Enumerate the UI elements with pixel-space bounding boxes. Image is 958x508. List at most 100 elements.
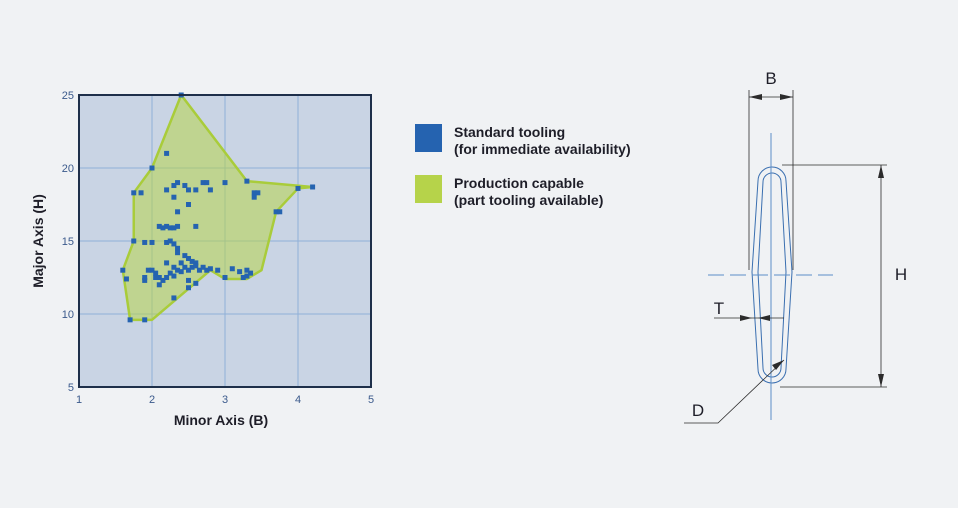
standard-tooling-point — [153, 270, 159, 276]
standard-tooling-point — [215, 267, 221, 273]
standard-tooling-point — [207, 187, 213, 193]
y-tick-label: 5 — [68, 382, 74, 394]
standard-tooling-point — [167, 225, 173, 231]
standard-tooling-point — [156, 223, 162, 229]
production-capable-region — [121, 93, 314, 322]
standard-tooling-point — [171, 241, 177, 247]
x-tick-label: 4 — [295, 394, 301, 406]
standard-tooling-point — [160, 277, 166, 283]
h-arrow-bottom — [878, 374, 884, 387]
standard-tooling-point — [229, 266, 235, 272]
standard-tooling-point — [127, 317, 133, 323]
standard-tooling-point — [244, 273, 250, 279]
d-leader-line — [684, 359, 785, 424]
standard-tooling-point — [142, 317, 148, 323]
y-tick-label: 25 — [62, 90, 74, 102]
standard-tooling-point — [251, 190, 257, 196]
standard-tooling-point — [164, 187, 170, 193]
standard-tooling-point — [193, 263, 199, 269]
y-tick-label: 15 — [62, 236, 74, 248]
legend-item-standard: Standard tooling (for immediate availabi… — [415, 124, 631, 158]
standard-tooling-point — [207, 266, 213, 272]
dimension-label-d: D — [692, 401, 704, 420]
dimension-label-h: H — [895, 265, 907, 284]
standard-tooling-point — [200, 264, 206, 270]
standard-tooling-point — [193, 223, 199, 229]
t-arrow-right — [758, 315, 770, 321]
standard-tooling-point — [186, 202, 191, 207]
standard-tooling-point — [175, 245, 181, 251]
chart-legend: Standard tooling (for immediate availabi… — [415, 124, 631, 226]
plot-frame — [78, 94, 372, 388]
standard-tooling-point — [120, 267, 126, 273]
x-tick-label: 5 — [368, 394, 374, 406]
standard-tooling-point — [222, 180, 228, 186]
standard-tooling-point — [131, 238, 137, 244]
standard-tooling-point — [142, 239, 148, 245]
x-tick-label: 2 — [149, 394, 155, 406]
standard-tooling-point — [273, 209, 279, 215]
standard-tooling-point — [196, 267, 202, 273]
legend-production-title: Production capable — [454, 175, 584, 191]
standard-tooling-point — [186, 285, 191, 291]
standard-tooling-point — [171, 264, 177, 270]
standard-tooling-point — [193, 280, 199, 286]
x-axis-label: Minor Axis (B) — [174, 412, 268, 428]
standard-tooling-point — [171, 225, 177, 231]
standard-tooling-point — [182, 264, 188, 270]
standard-tooling-point — [178, 260, 184, 266]
standard-tooling-point — [182, 183, 188, 189]
standard-tooling-point — [182, 253, 188, 259]
standard-tooling-point — [255, 190, 261, 196]
standard-tooling-point — [138, 190, 144, 196]
standard-tooling-point — [189, 258, 195, 264]
standard-tooling-point — [237, 269, 243, 275]
legend-production-subtitle: (part tooling available) — [454, 192, 604, 208]
standard-tooling-point — [175, 180, 181, 186]
standard-tooling-point — [156, 282, 162, 288]
profile-outer-outline — [751, 166, 793, 384]
standard-tooling-point — [156, 275, 162, 280]
standard-tooling-point — [244, 267, 250, 273]
standard-tooling-point — [164, 260, 170, 266]
standard-tooling-point — [167, 238, 173, 244]
standard-tooling-point — [160, 225, 166, 231]
standard-tooling-point — [171, 273, 177, 279]
standard-tooling-point — [171, 183, 177, 189]
t-arrow-left — [740, 315, 752, 321]
standard-tooling-point — [189, 264, 195, 270]
y-tick-label: 10 — [62, 309, 74, 321]
standard-tooling-point — [145, 267, 151, 273]
standard-tooling-point — [164, 275, 170, 280]
standard-tooling-point — [171, 295, 177, 301]
y-axis-label: Major Axis (H) — [30, 194, 46, 288]
standard-tooling-point — [178, 269, 184, 275]
x-tick-label: 3 — [222, 394, 228, 406]
standard-tooling-point — [164, 239, 170, 245]
b-arrow-left — [749, 94, 762, 100]
standard-tooling-point — [175, 250, 181, 256]
h-arrow-top — [878, 165, 884, 178]
standard-tooling-point — [222, 275, 228, 280]
standard-tooling-point — [310, 184, 316, 190]
b-arrow-right — [780, 94, 793, 100]
standard-tooling-point — [251, 194, 257, 200]
standard-tooling-point — [244, 178, 250, 184]
standard-tooling-point — [186, 267, 191, 273]
standard-tooling-point — [149, 165, 155, 171]
axis-ticks: 1 2 3 4 5 5 10 15 20 25 — [62, 90, 374, 406]
y-tick-label: 20 — [62, 163, 74, 175]
standard-tooling-point — [164, 223, 170, 229]
standard-tooling-point — [186, 256, 191, 262]
standard-tooling-point — [164, 150, 170, 156]
legend-standard-title: Standard tooling — [454, 124, 566, 140]
standard-tooling-point — [175, 223, 181, 229]
legend-swatch-standard — [415, 124, 442, 152]
dimension-label-b: B — [765, 69, 776, 88]
standard-tooling-point — [142, 275, 148, 280]
standard-tooling-point — [193, 187, 199, 193]
standard-tooling-point — [204, 267, 210, 273]
x-tick-label: 1 — [76, 394, 82, 406]
